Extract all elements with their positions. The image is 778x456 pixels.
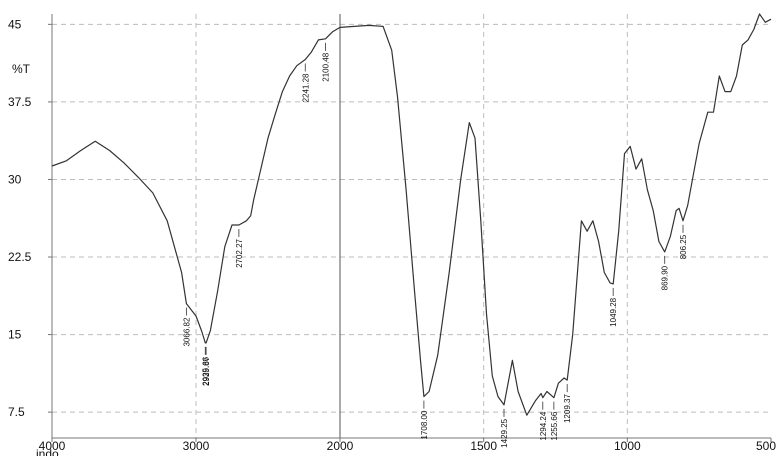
peak-label: 2929.87	[202, 356, 211, 385]
peak-label: 2100.48	[322, 52, 331, 81]
y-tick-label: 45	[8, 17, 22, 31]
peak-label-group: 2935.66	[201, 356, 210, 385]
y-tick-label: 37.5	[8, 95, 32, 109]
y-tick-label: 22.5	[8, 250, 32, 264]
x-axis-label: indo	[36, 447, 59, 456]
peak-label: 1255.66	[550, 411, 559, 440]
tick-labels: 45 37.5 30 22.5 15 7.5 4000 3000 2000 1500 1000 500	[8, 17, 776, 453]
peak-label-group: 2929.87	[202, 356, 211, 385]
peak-label-group: 806.25	[679, 234, 688, 259]
x-tick-label: 3000	[183, 439, 210, 453]
peak-label: 1209.37	[563, 394, 572, 423]
peak-label-group: 1708.00	[420, 410, 429, 439]
peak-label-group: 2241.28	[301, 73, 310, 102]
peak-label: 2241.28	[301, 73, 310, 102]
y-tick-label: 7.5	[8, 405, 25, 419]
peak-label-group: 1209.37	[563, 394, 572, 423]
peak-label-group: 2100.48	[322, 52, 331, 81]
peak-label-group: 1429.25	[500, 418, 509, 447]
y-axis-label: %T	[12, 62, 31, 76]
peak-label: 2935.66	[201, 356, 210, 385]
axes	[48, 14, 772, 442]
peak-label-group: 1255.66	[550, 411, 559, 440]
grid-lines	[52, 14, 771, 438]
peak-label: 1708.00	[420, 410, 429, 439]
y-tick-label: 15	[8, 328, 22, 342]
x-tick-label: 500	[756, 439, 776, 453]
peak-label-group: 2702.27	[235, 238, 244, 267]
y-tick-label: 30	[8, 172, 22, 186]
x-tick-label: 1500	[470, 439, 497, 453]
x-tick-label: 2000	[327, 439, 354, 453]
x-tick-label: 4000	[39, 439, 66, 453]
peak-label: 806.25	[679, 234, 688, 259]
peak-label: 1294.24	[539, 411, 548, 440]
peak-label-group: 3066.82	[182, 317, 191, 346]
peak-label: 869.90	[661, 265, 670, 290]
peak-label: 2702.27	[235, 238, 244, 267]
peak-label-group: 1294.24	[539, 411, 548, 440]
peak-label-group: 1049.28	[609, 297, 618, 326]
peak-label: 1049.28	[609, 297, 618, 326]
peak-label: 3066.82	[182, 317, 191, 346]
spectrum-series	[51, 13, 772, 416]
x-tick-label: 1000	[614, 439, 641, 453]
peak-label-group: 869.90	[661, 265, 670, 290]
spectrum-line	[51, 13, 772, 416]
peak-label: 1429.25	[500, 418, 509, 447]
